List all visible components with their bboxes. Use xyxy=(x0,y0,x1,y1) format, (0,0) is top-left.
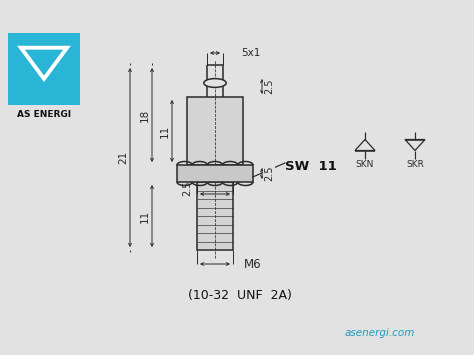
Text: SKR: SKR xyxy=(406,160,424,169)
Text: 11: 11 xyxy=(160,124,170,138)
Text: 2.5: 2.5 xyxy=(264,166,274,181)
Text: 11: 11 xyxy=(140,209,150,223)
Text: M6: M6 xyxy=(244,257,262,271)
Text: 2.5: 2.5 xyxy=(264,79,274,94)
Text: (10-32  UNF  2A): (10-32 UNF 2A) xyxy=(188,289,292,301)
Text: 5x1: 5x1 xyxy=(241,48,261,58)
Text: 2.5: 2.5 xyxy=(182,180,192,196)
Ellipse shape xyxy=(204,78,226,87)
Text: SW  11: SW 11 xyxy=(285,160,337,174)
Bar xyxy=(177,165,253,182)
Text: AS ENERGI: AS ENERGI xyxy=(17,110,71,119)
Text: asenergi.com: asenergi.com xyxy=(345,328,415,338)
Bar xyxy=(8,33,80,105)
Text: SKN: SKN xyxy=(356,160,374,169)
Text: 18: 18 xyxy=(140,108,150,122)
Text: 21: 21 xyxy=(118,151,128,164)
Bar xyxy=(197,182,233,250)
Bar xyxy=(187,97,243,165)
